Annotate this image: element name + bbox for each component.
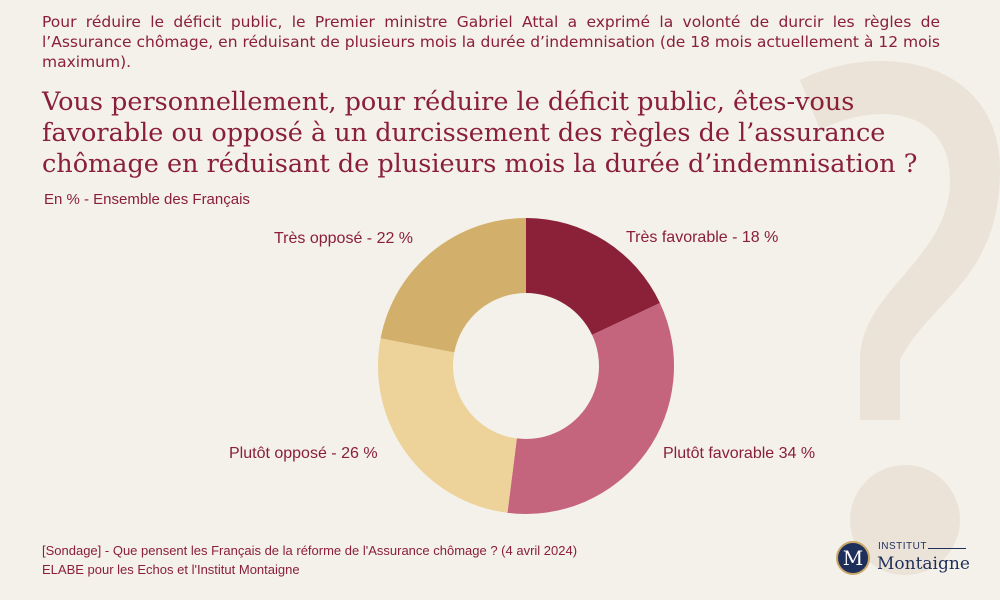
label-plutot-oppose: Plutôt opposé - 26 % — [229, 445, 378, 462]
unit-label: En % - Ensemble des Français — [44, 191, 250, 208]
source-line-2: ELABE pour les Echos et l'Institut Monta… — [42, 562, 300, 577]
intro-text: Pour réduire le déficit public, le Premi… — [42, 13, 940, 71]
logo-name-text: Montaigne — [877, 554, 970, 574]
source-line-1: [Sondage] - Que pensent les Français de … — [42, 543, 578, 558]
logo-badge: M — [836, 541, 870, 575]
label-tres-favorable: Très favorable - 18 % — [626, 229, 779, 246]
source-block: [Sondage] - Que pensent les Français de … — [42, 541, 577, 579]
question-title: Vous personnellement, pour réduire le dé… — [42, 87, 918, 179]
logo-divider — [928, 548, 966, 549]
donut-slice-plutot-oppose — [378, 338, 517, 513]
logo-institut-text: INSTITUT — [878, 541, 927, 552]
donut-slice-tres-oppose — [380, 218, 526, 353]
donut-slice-plutot-favorable — [507, 302, 674, 514]
label-plutot-favorable: Plutôt favorable 34 % — [663, 445, 816, 462]
label-tres-oppose: Très opposé - 22 % — [274, 230, 414, 247]
institut-montaigne-logo: M INSTITUT Montaigne — [836, 540, 976, 580]
donut-slice-tres-favorable — [526, 218, 660, 335]
